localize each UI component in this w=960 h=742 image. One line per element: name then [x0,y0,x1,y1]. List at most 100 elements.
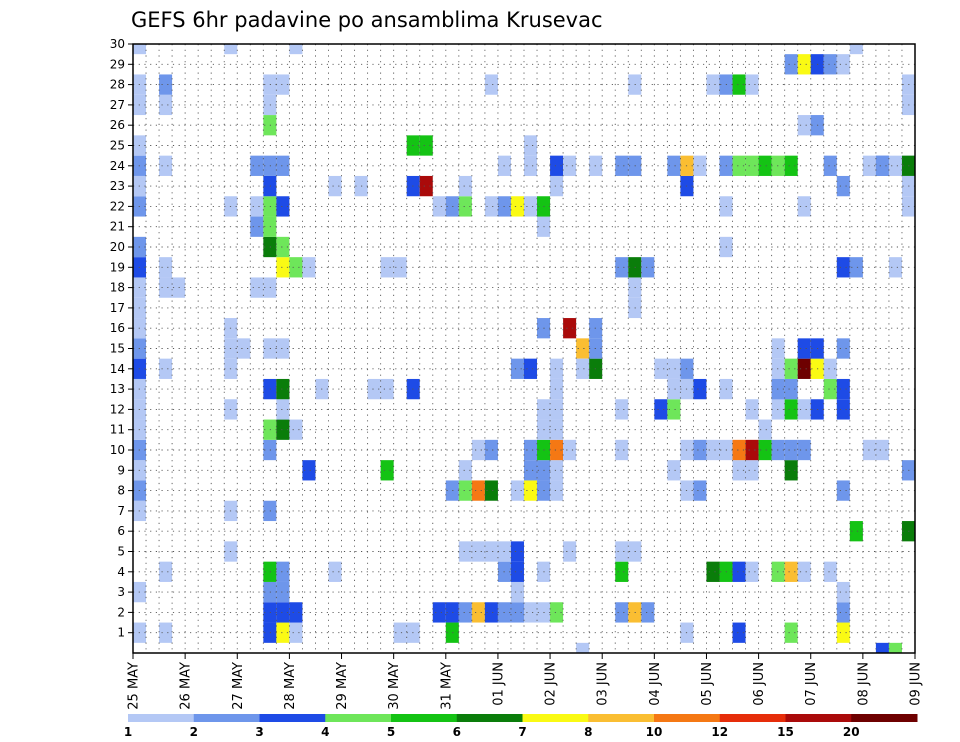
heatmap-cell [471,541,485,562]
y-tick-label: 1 [117,626,125,640]
y-tick-label: 12 [110,402,125,416]
heatmap-cell [797,115,811,136]
y-tick-label: 16 [110,321,125,335]
y-tick-label: 4 [117,565,125,579]
x-tick-label: 30 MAY [387,662,402,710]
heatmap-cell [576,642,590,653]
x-tick-label: 08 JUN [856,662,871,706]
heatmap-cell [888,155,902,176]
heatmap-cell [458,175,472,197]
heatmap-cell [367,378,381,400]
heatmap-cell [276,602,290,623]
heatmap-cell [615,257,629,278]
heatmap-cell [159,358,173,379]
heatmap-cell [524,602,538,623]
heatmap-cell [484,480,498,501]
heatmap-cell [458,541,472,562]
y-tick-label: 19 [110,260,125,274]
heatmap-cell [732,460,746,481]
heatmap-cell [615,439,629,461]
heatmap-cell [159,155,173,176]
heatmap-cell [758,155,772,176]
heatmap-cell [888,257,902,278]
heatmap-cell [732,155,746,176]
heatmap-cell [159,277,173,298]
y-tick-label: 2 [117,605,125,619]
y-tick-label: 21 [110,220,125,234]
heatmap-cell [328,561,342,582]
heatmap-cell [393,622,407,643]
legend-label: 12 [711,725,728,739]
heatmap-cell [758,419,772,440]
heatmap-cell [289,257,303,278]
heatmap-cell [524,196,538,217]
heatmap-cell [797,358,811,379]
heatmap-cell [836,54,850,75]
heatmap-cell [458,480,472,501]
heatmap-cell [471,480,485,501]
heatmap-cell [550,419,564,440]
heatmap-cell [732,622,746,643]
heatmap-cell [654,358,668,379]
y-tick-label: 22 [110,199,125,213]
y-tick-label: 10 [110,443,125,457]
heatmap-cell [784,622,798,643]
x-tick-label: 04 JUN [648,662,663,706]
heatmap-cell [510,602,524,623]
heatmap-cell [159,257,173,278]
heatmap-cell [693,439,707,461]
heatmap-cell [823,54,837,75]
y-tick-label: 26 [110,118,125,132]
heatmap-cell [524,155,538,176]
x-tick-label: 06 JUN [752,662,767,706]
heatmap-cell [888,642,902,653]
heatmap-cell [732,74,746,95]
x-tick-label: 05 JUN [700,662,715,706]
heatmap-cell [276,236,290,258]
heatmap-cell [823,561,837,582]
heatmap-cell [797,54,811,75]
heatmap-cell [732,439,746,461]
heatmap-cell [471,439,485,461]
legend-swatch [325,714,392,722]
legend-swatch [391,714,458,722]
heatmap-cell [706,74,720,95]
legend-swatch [259,714,326,722]
heatmap-cell [289,602,303,623]
heatmap-cell [784,54,798,75]
legend-swatch [719,714,786,722]
heatmap-cell [484,74,498,95]
heatmap-cell [875,155,889,176]
heatmap-cell [745,439,759,461]
heatmap-cell [745,155,759,176]
heatmap-cell [784,399,798,420]
legend-swatch [851,714,918,722]
heatmap-cell [667,358,681,379]
y-tick-label: 7 [117,504,125,518]
heatmap-cell [836,622,850,643]
heatmap-cell [797,338,811,359]
heatmap-cell [250,196,264,217]
heatmap-cell [563,439,577,461]
legend-label: 20 [843,725,860,739]
heatmap-cell [276,155,290,176]
x-tick-label: 25 MAY [127,662,142,710]
y-tick-label: 17 [110,301,125,315]
heatmap-cell [224,44,238,55]
y-tick-label: 6 [117,524,125,538]
heatmap-cell [524,135,538,156]
x-tick-label: 26 MAY [179,662,194,710]
heatmap-cell [276,338,290,359]
heatmap-cell [510,480,524,501]
heatmap-cell [641,257,655,278]
heatmap-cell [276,419,290,440]
heatmap-cell [706,439,720,461]
heatmap-cell [276,399,290,420]
heatmap-cell [237,338,251,359]
x-tick-label: 01 JUN [491,662,506,706]
heatmap-cell [836,399,850,420]
y-tick-label: 14 [110,362,125,376]
heatmap-cell [302,257,316,278]
heatmap-cell [550,155,564,176]
